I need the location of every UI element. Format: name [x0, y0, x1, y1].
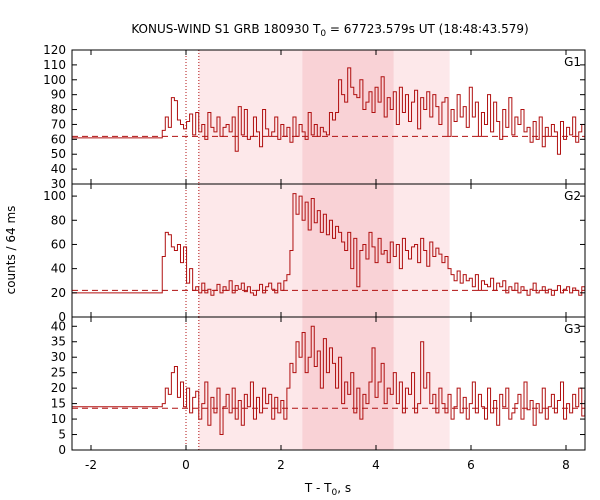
y-axis-label: counts / 64 ms: [4, 206, 18, 295]
y-tick-label: 10: [51, 412, 66, 426]
light-curve: [72, 325, 586, 436]
y-tick-label: 100: [43, 189, 66, 203]
y-tick-label: 70: [51, 117, 66, 131]
y-tick-label: 15: [51, 397, 66, 411]
y-tick-label: 120: [43, 43, 66, 57]
x-tick-label: 2: [277, 458, 285, 472]
y-tick-label: 0: [58, 443, 66, 457]
y-tick-label: 50: [51, 147, 66, 161]
light-curve: [72, 67, 586, 155]
y-tick-label: 60: [51, 132, 66, 146]
x-axis-label-subscript: 0: [332, 488, 338, 498]
panel-frame: [71, 316, 586, 451]
y-tick-label: 35: [51, 335, 66, 349]
x-axis-label: T - T0, s: [304, 481, 351, 498]
x-tick-label: 8: [562, 458, 570, 472]
x-axis-label-main: T - T: [304, 481, 332, 495]
chart-title-main: KONUS-WIND S1 GRB 180930 T: [131, 22, 321, 36]
y-tick-label: 30: [51, 350, 66, 364]
y-tick-label: 0: [58, 310, 66, 324]
y-tick-label: 100: [43, 73, 66, 87]
panel-label-G1: G1: [564, 55, 581, 69]
y-tick-label: 80: [51, 213, 66, 227]
chart-title-rest: = 67723.579s UT (18:48:43.579): [326, 22, 529, 36]
x-axis-label-rest: , s: [337, 481, 351, 495]
panel-label-G2: G2: [564, 189, 581, 203]
y-tick-label: 40: [51, 262, 66, 276]
y-tick-label: 40: [51, 162, 66, 176]
y-tick-label: 110: [43, 58, 66, 72]
x-tick-label: 6: [467, 458, 475, 472]
y-tick-label: 80: [51, 103, 66, 117]
chart-title: KONUS-WIND S1 GRB 180930 T0 = 67723.579s…: [131, 22, 528, 39]
y-tick-label: 30: [51, 177, 66, 191]
light-curve: [72, 193, 586, 296]
x-tick-label: 4: [372, 458, 380, 472]
y-tick-label: 90: [51, 88, 66, 102]
y-tick-label: 25: [51, 366, 66, 380]
y-tick-label: 5: [58, 428, 66, 442]
y-tick-label: 40: [51, 319, 66, 333]
panel-label-G3: G3: [564, 322, 581, 336]
y-tick-label: 20: [51, 381, 66, 395]
x-tick-label: 0: [182, 458, 190, 472]
chart-title-subscript: 0: [320, 29, 326, 39]
y-tick-label: 20: [51, 286, 66, 300]
x-tick-label: -2: [85, 458, 97, 472]
y-tick-label: 60: [51, 237, 66, 251]
